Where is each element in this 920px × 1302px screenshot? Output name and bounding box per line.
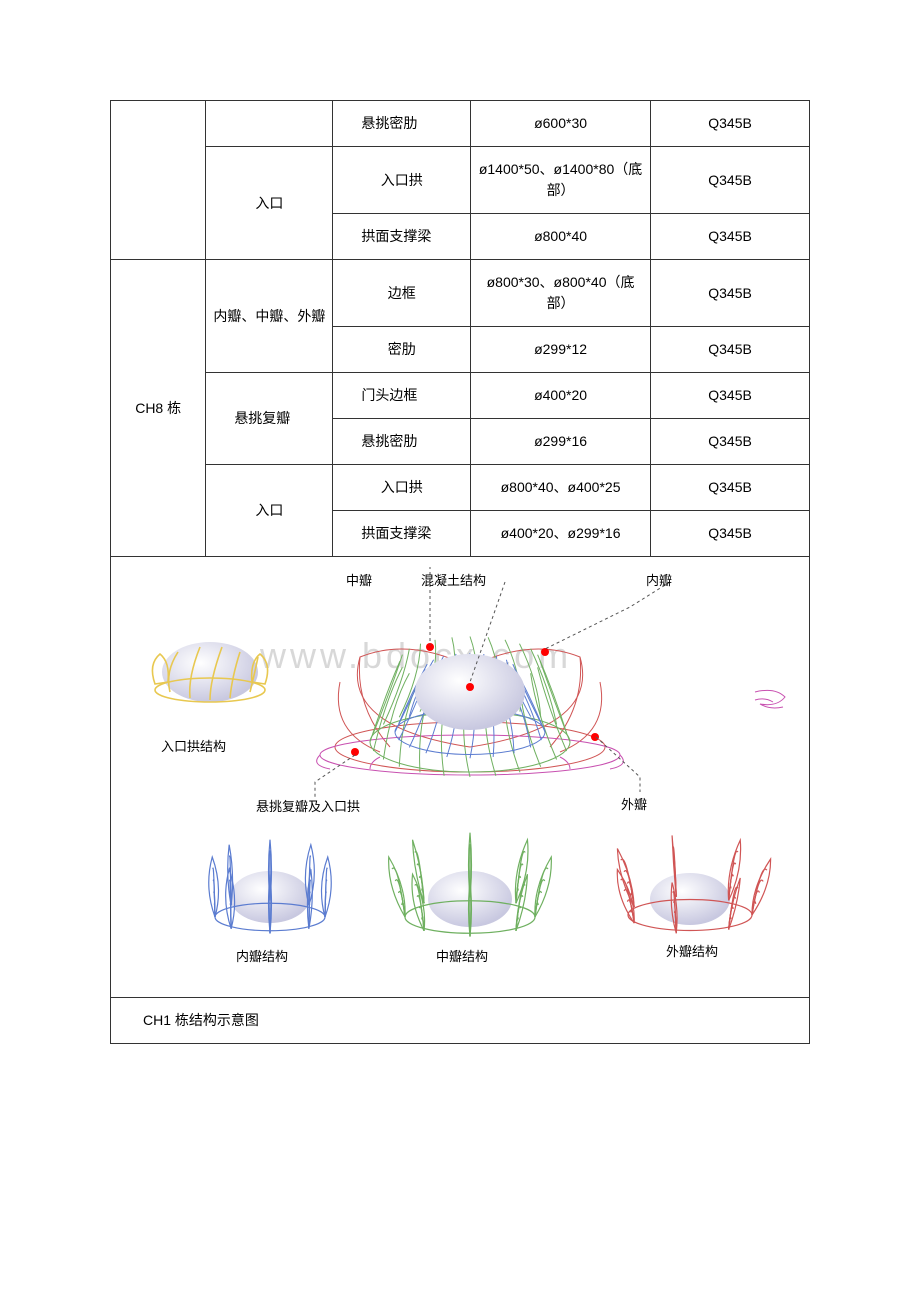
table-row: 悬挑密肋 ø600*30 Q345B xyxy=(111,101,810,147)
label-waiban-struct: 外瓣结构 xyxy=(666,942,718,962)
label-cantilever: 悬挑复瓣及入口拱 xyxy=(256,797,360,817)
cell-material: Q345B xyxy=(651,419,810,465)
cell-building-prev xyxy=(111,101,206,260)
cell-part: 入口 xyxy=(206,147,333,260)
cell-material: Q345B xyxy=(651,101,810,147)
cell-spec: ø400*20 xyxy=(471,373,651,419)
outer-petal-struct xyxy=(617,835,770,933)
cell-spec: ø800*40 xyxy=(471,214,651,260)
structure-diagram: 中瓣 混凝土结构 内瓣 入口拱结构 悬挑复瓣及入口拱 外瓣 内瓣结构 中瓣结构 … xyxy=(121,567,799,987)
label-zhongban-struct: 中瓣结构 xyxy=(436,947,488,967)
cell-component: 密肋 xyxy=(333,327,471,373)
cell-part: 入口 xyxy=(206,465,333,557)
cell-component: 悬挑密肋 xyxy=(333,419,471,465)
cell-building: CH8 栋 xyxy=(111,260,206,557)
caption-cell: CH1 栋结构示意图 xyxy=(111,998,810,1044)
cell-spec: ø400*20、ø299*16 xyxy=(471,511,651,557)
right-fragment xyxy=(755,690,785,708)
cell-material: Q345B xyxy=(651,147,810,214)
cell-material: Q345B xyxy=(651,260,810,327)
cell-spec: ø1400*50、ø1400*80（底部） xyxy=(471,147,651,214)
cell-material: Q345B xyxy=(651,327,810,373)
diagram-svg xyxy=(130,567,790,987)
cell-spec: ø299*16 xyxy=(471,419,651,465)
cell-spec: ø800*30、ø800*40（底部） xyxy=(471,260,651,327)
entrance-arch-mini xyxy=(152,642,267,702)
table-row: CH8 栋 内瓣、中瓣、外瓣 边框 ø800*30、ø800*40（底部） Q3… xyxy=(111,260,810,327)
label-zhongban: 中瓣 xyxy=(346,571,372,591)
cell-spec: ø800*40、ø400*25 xyxy=(471,465,651,511)
cell-component: 拱面支撑梁 xyxy=(333,214,471,260)
cell-component: 入口拱 xyxy=(333,465,471,511)
caption-row: CH1 栋结构示意图 xyxy=(111,998,810,1044)
cell-component: 入口拱 xyxy=(333,147,471,214)
label-waiban: 外瓣 xyxy=(621,795,647,815)
cell-part: 悬挑复瓣 xyxy=(206,373,333,465)
label-entrance-arch: 入口拱结构 xyxy=(161,737,226,757)
cell-part: 内瓣、中瓣、外瓣 xyxy=(206,260,333,373)
diagram-cell: 中瓣 混凝土结构 内瓣 入口拱结构 悬挑复瓣及入口拱 外瓣 内瓣结构 中瓣结构 … xyxy=(111,557,810,998)
cell-component: 门头边框 xyxy=(333,373,471,419)
cell-component: 拱面支撑梁 xyxy=(333,511,471,557)
cell-spec: ø299*12 xyxy=(471,327,651,373)
table-row: 入口 入口拱 ø800*40、ø400*25 Q345B xyxy=(111,465,810,511)
composite-lotus xyxy=(317,637,624,778)
cell-component: 边框 xyxy=(333,260,471,327)
diagram-row: 中瓣 混凝土结构 内瓣 入口拱结构 悬挑复瓣及入口拱 外瓣 内瓣结构 中瓣结构 … xyxy=(111,557,810,998)
label-concrete: 混凝土结构 xyxy=(421,571,486,591)
cell-material: Q345B xyxy=(651,373,810,419)
middle-petal-struct xyxy=(389,833,552,937)
cell-material: Q345B xyxy=(651,511,810,557)
table-row: 悬挑复瓣 门头边框 ø400*20 Q345B xyxy=(111,373,810,419)
cell-material: Q345B xyxy=(651,465,810,511)
cell-material: Q345B xyxy=(651,214,810,260)
cell-spec: ø600*30 xyxy=(471,101,651,147)
label-neiban-struct: 内瓣结构 xyxy=(236,947,288,967)
spec-table: 悬挑密肋 ø600*30 Q345B 入口 入口拱 ø1400*50、ø1400… xyxy=(110,100,810,1044)
cell-part xyxy=(206,101,333,147)
label-neiban: 内瓣 xyxy=(646,571,672,591)
table-row: 入口 入口拱 ø1400*50、ø1400*80（底部） Q345B xyxy=(111,147,810,214)
cell-component: 悬挑密肋 xyxy=(333,101,471,147)
inner-petal-struct xyxy=(209,840,332,934)
